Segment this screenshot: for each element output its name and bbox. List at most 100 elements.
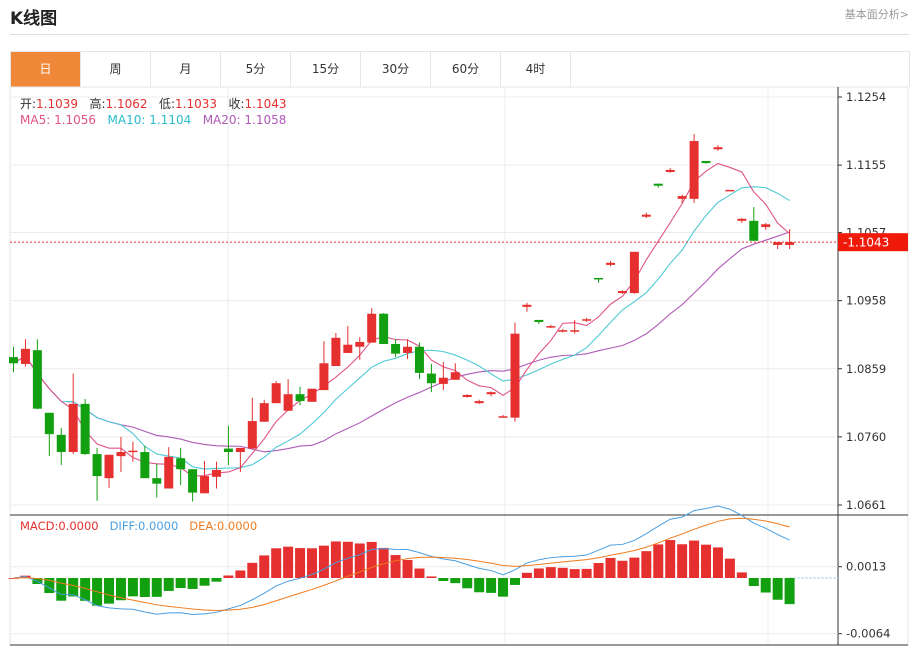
ma-readout: MA5: 1.1056 MA10: 1.1104 MA20: 1.1058 (20, 113, 286, 127)
ma20-line (13, 231, 790, 453)
y-tick-label: 1.0859 (846, 362, 886, 376)
macd-value: 0.0000 (58, 519, 99, 533)
candle-up (486, 392, 496, 395)
macd-bar-negative (199, 578, 210, 586)
candle-up (259, 403, 269, 422)
candle-down (152, 478, 162, 484)
candle-up (665, 169, 675, 172)
dea-line (13, 517, 790, 611)
candle-down (653, 183, 663, 186)
macd-bar-negative (748, 578, 759, 587)
tab-week[interactable]: 周 (81, 52, 151, 87)
current-price-label: -1.1043 (843, 236, 889, 250)
macd-bar-negative (760, 578, 771, 593)
macd-bar-negative (175, 578, 186, 589)
macd-bar-positive (677, 544, 688, 578)
macd-bar-positive (426, 576, 437, 578)
macd-bar-negative (509, 578, 520, 585)
candle-up (785, 242, 795, 245)
candle-down (56, 434, 66, 453)
diff-line (13, 505, 790, 616)
macd-bar-positive (366, 541, 377, 578)
macd-bar-positive (390, 555, 401, 578)
macd-label: MACD: (20, 519, 59, 533)
tab-60min[interactable]: 60分 (431, 52, 501, 87)
candle-down (534, 319, 544, 322)
fundamental-analysis-link[interactable]: 基本面分析> (844, 8, 909, 21)
macd-bar-negative (139, 578, 150, 598)
dea-value: 0.0000 (216, 519, 258, 533)
ma10-readout: MA10: 1.1104 (108, 113, 192, 127)
ma5-label: MA5: (20, 113, 51, 127)
macd-bar-positive (736, 572, 747, 578)
macd-bar-positive (295, 548, 306, 578)
candle-up (617, 291, 627, 294)
macd-bar-negative (498, 578, 509, 597)
candle-up (689, 141, 699, 199)
candle-up (641, 214, 651, 217)
ma5-line (13, 162, 790, 477)
tab-15min[interactable]: 15分 (291, 52, 361, 87)
candle-up (629, 251, 639, 294)
tab-5min[interactable]: 5分 (221, 52, 291, 87)
tab-month[interactable]: 月 (151, 52, 221, 87)
macd-bar-positive (653, 544, 664, 578)
close-value: 1.1043 (244, 97, 287, 111)
diff-value: 0.0000 (138, 519, 179, 533)
candle-up (773, 242, 783, 245)
ma5-value: 1.1056 (54, 113, 97, 127)
candle-up (438, 377, 448, 384)
page-title: K线图 (10, 9, 58, 29)
tab-30min[interactable]: 30分 (361, 52, 431, 87)
macd-bar-positive (581, 568, 592, 578)
divider (10, 34, 909, 35)
candle-down (92, 454, 102, 477)
macd-bar-positive (593, 563, 604, 578)
candle-up (319, 363, 329, 391)
macd-bar-positive (8, 578, 19, 579)
macd-bar-negative (474, 578, 485, 593)
y-tick-label: 1.0958 (846, 294, 886, 308)
macd-bar-positive (557, 567, 568, 578)
period-tabs: 日 周 月 5分 15分 30分 60分 4时 (10, 51, 910, 87)
macd-bar-positive (330, 541, 341, 578)
macd-readout: MACD:0.0000 DIFF:0.0000 DEA:0.0000 (20, 519, 257, 533)
candle-up (546, 326, 556, 328)
macd-bar-negative (151, 578, 162, 597)
candle-down (80, 403, 90, 455)
tab-day[interactable]: 日 (11, 52, 81, 87)
macd-bar-positive (247, 562, 258, 578)
macd-tick-label: 0.0013 (846, 560, 886, 574)
ma20-value: 1.1058 (244, 113, 287, 127)
macd-bar-negative (772, 578, 783, 600)
macd-bar-negative (115, 578, 126, 601)
macd-bar-positive (342, 541, 353, 578)
candle-up (367, 313, 377, 343)
macd-bar-negative (163, 578, 174, 591)
macd-bar-positive (712, 547, 723, 578)
macd-bar-positive (724, 558, 735, 578)
candle-up (128, 450, 138, 453)
open-label: 开: (20, 97, 37, 111)
candle-down (44, 412, 54, 435)
macd-bar-positive (545, 567, 556, 578)
candle-down (295, 394, 305, 402)
candle-down (391, 344, 401, 354)
macd-tick-label: -0.0064 (846, 627, 890, 641)
macd-bar-negative (438, 578, 449, 581)
y-tick-label: 1.0661 (846, 498, 886, 512)
macd-bar-negative (784, 578, 795, 605)
diff-readout: DIFF:0.0000 (110, 519, 179, 533)
candle-up (570, 330, 580, 332)
macd-bar-positive (689, 540, 700, 578)
candle-up (104, 454, 114, 479)
macd-bar-positive (307, 548, 317, 578)
tab-4hour[interactable]: 4时 (501, 52, 571, 87)
y-tick-label: 1.1155 (846, 158, 886, 172)
chart-frame (9, 86, 909, 646)
macd-bar-positive (378, 547, 389, 578)
macd-bar-positive (641, 551, 652, 578)
ohlc-readout: 开:1.1039 高:1.1062 低:1.1033 收:1.1043 (20, 95, 287, 112)
dea-label: DEA: (189, 519, 217, 533)
